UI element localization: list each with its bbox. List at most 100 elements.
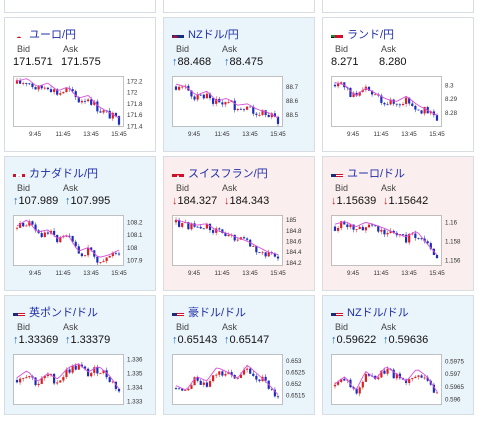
candle-body <box>96 257 98 263</box>
candle-body <box>203 383 205 385</box>
candle-body <box>22 378 24 379</box>
ask-price: ↓184.343 <box>224 195 269 207</box>
candle-body <box>396 104 398 105</box>
card-title[interactable]: NZドル/ドル <box>331 305 409 319</box>
bid-price-text: 88.468 <box>178 56 212 68</box>
candle-body <box>102 261 104 262</box>
candle-body <box>221 371 223 375</box>
pair-name[interactable]: 豪ドル/ドル <box>188 304 246 320</box>
pair-name[interactable]: NZドル/ドル <box>347 304 409 320</box>
ask-price: ↑88.475 <box>224 56 263 68</box>
pair-name[interactable]: ランド/円 <box>347 26 394 42</box>
ask-price-text: 107.995 <box>71 195 111 207</box>
candle-body <box>193 96 195 99</box>
candle-body <box>243 109 245 110</box>
candle-body <box>190 385 192 389</box>
y-tick-label: 108.1 <box>127 232 143 239</box>
candle-body <box>240 109 242 110</box>
card-title[interactable]: スイスフラン/円 <box>172 166 268 180</box>
chart-plot-area <box>332 77 442 127</box>
y-tick-label: 1.335 <box>127 370 143 377</box>
candle-body <box>38 384 40 385</box>
candle-body <box>368 225 370 228</box>
candle-body <box>87 369 89 376</box>
candle-body <box>84 101 86 102</box>
pair-name[interactable]: ユーロ/ドル <box>347 165 405 181</box>
pair-name[interactable]: 英ポンド/ドル <box>29 304 98 320</box>
candle-body <box>234 235 236 241</box>
ask-price: 171.575 <box>61 56 101 68</box>
candle-body <box>62 377 64 380</box>
candle-body <box>334 385 336 386</box>
candle-body <box>209 381 211 387</box>
candle-body <box>118 389 120 391</box>
candle-body <box>16 380 18 382</box>
card-title[interactable]: NZドル/円 <box>172 27 239 41</box>
ask-label: Ask <box>63 322 78 332</box>
card-title[interactable]: 豪ドル/ドル <box>172 305 246 319</box>
bid-price: ↓1.15639 <box>331 195 376 207</box>
pair-name[interactable]: NZドル/円 <box>188 26 239 42</box>
card-title[interactable]: カナダドル/円 <box>13 166 98 180</box>
bid-price-text: 184.327 <box>178 195 218 207</box>
card-title[interactable]: ユーロ/円 <box>13 27 76 41</box>
bid-price: ↑107.989 <box>13 195 58 207</box>
card-title[interactable]: 英ポンド/ドル <box>13 305 98 319</box>
ask-label: Ask <box>222 44 237 54</box>
candle-body <box>31 84 33 88</box>
pair-name[interactable]: スイスフラン/円 <box>188 165 268 181</box>
candle-body <box>50 89 52 92</box>
candle-body <box>246 107 248 110</box>
y-tick-label: 88.7 <box>286 84 299 91</box>
y-tick-label: 0.6525 <box>286 370 305 377</box>
candle-body <box>436 393 438 394</box>
card-title[interactable]: ユーロ/ドル <box>331 166 405 180</box>
x-tick-label: 15:45 <box>429 131 445 138</box>
candle-body <box>402 234 404 235</box>
x-tick-label: 11:45 <box>373 131 389 138</box>
candle-body <box>84 255 86 256</box>
y-tick-label: 1.336 <box>127 356 143 363</box>
card-title[interactable]: ランド/円 <box>331 27 394 41</box>
x-tick-label: 15:45 <box>270 270 286 277</box>
y-tick-label: 108.2 <box>127 220 143 227</box>
candle-body <box>47 375 49 376</box>
candle-body <box>81 253 83 256</box>
rate-card-8[interactable]: NZドル/ドル Bid Ask ↑0.59622 ↑0.59636 0.5975… <box>322 295 474 415</box>
candle-body <box>212 375 214 381</box>
candle-body <box>224 102 226 104</box>
y-tick-label: 107.9 <box>127 257 143 264</box>
ask-label: Ask <box>381 322 396 332</box>
candle-body <box>218 228 220 229</box>
card-stub-right <box>322 0 474 13</box>
x-tick-label: 15:45 <box>429 270 445 277</box>
pair-name[interactable]: ユーロ/円 <box>29 26 76 42</box>
candle-body <box>197 227 199 228</box>
ask-price: ↑0.65147 <box>224 334 269 346</box>
ask-price: ↑1.33379 <box>65 334 110 346</box>
candle-body <box>411 378 413 379</box>
candle-body <box>246 238 248 239</box>
candle-body <box>408 379 410 383</box>
pair-name[interactable]: カナダドル/円 <box>29 165 98 181</box>
candle-body <box>255 246 257 252</box>
candle-body <box>374 94 376 95</box>
ask-label: Ask <box>63 183 78 193</box>
